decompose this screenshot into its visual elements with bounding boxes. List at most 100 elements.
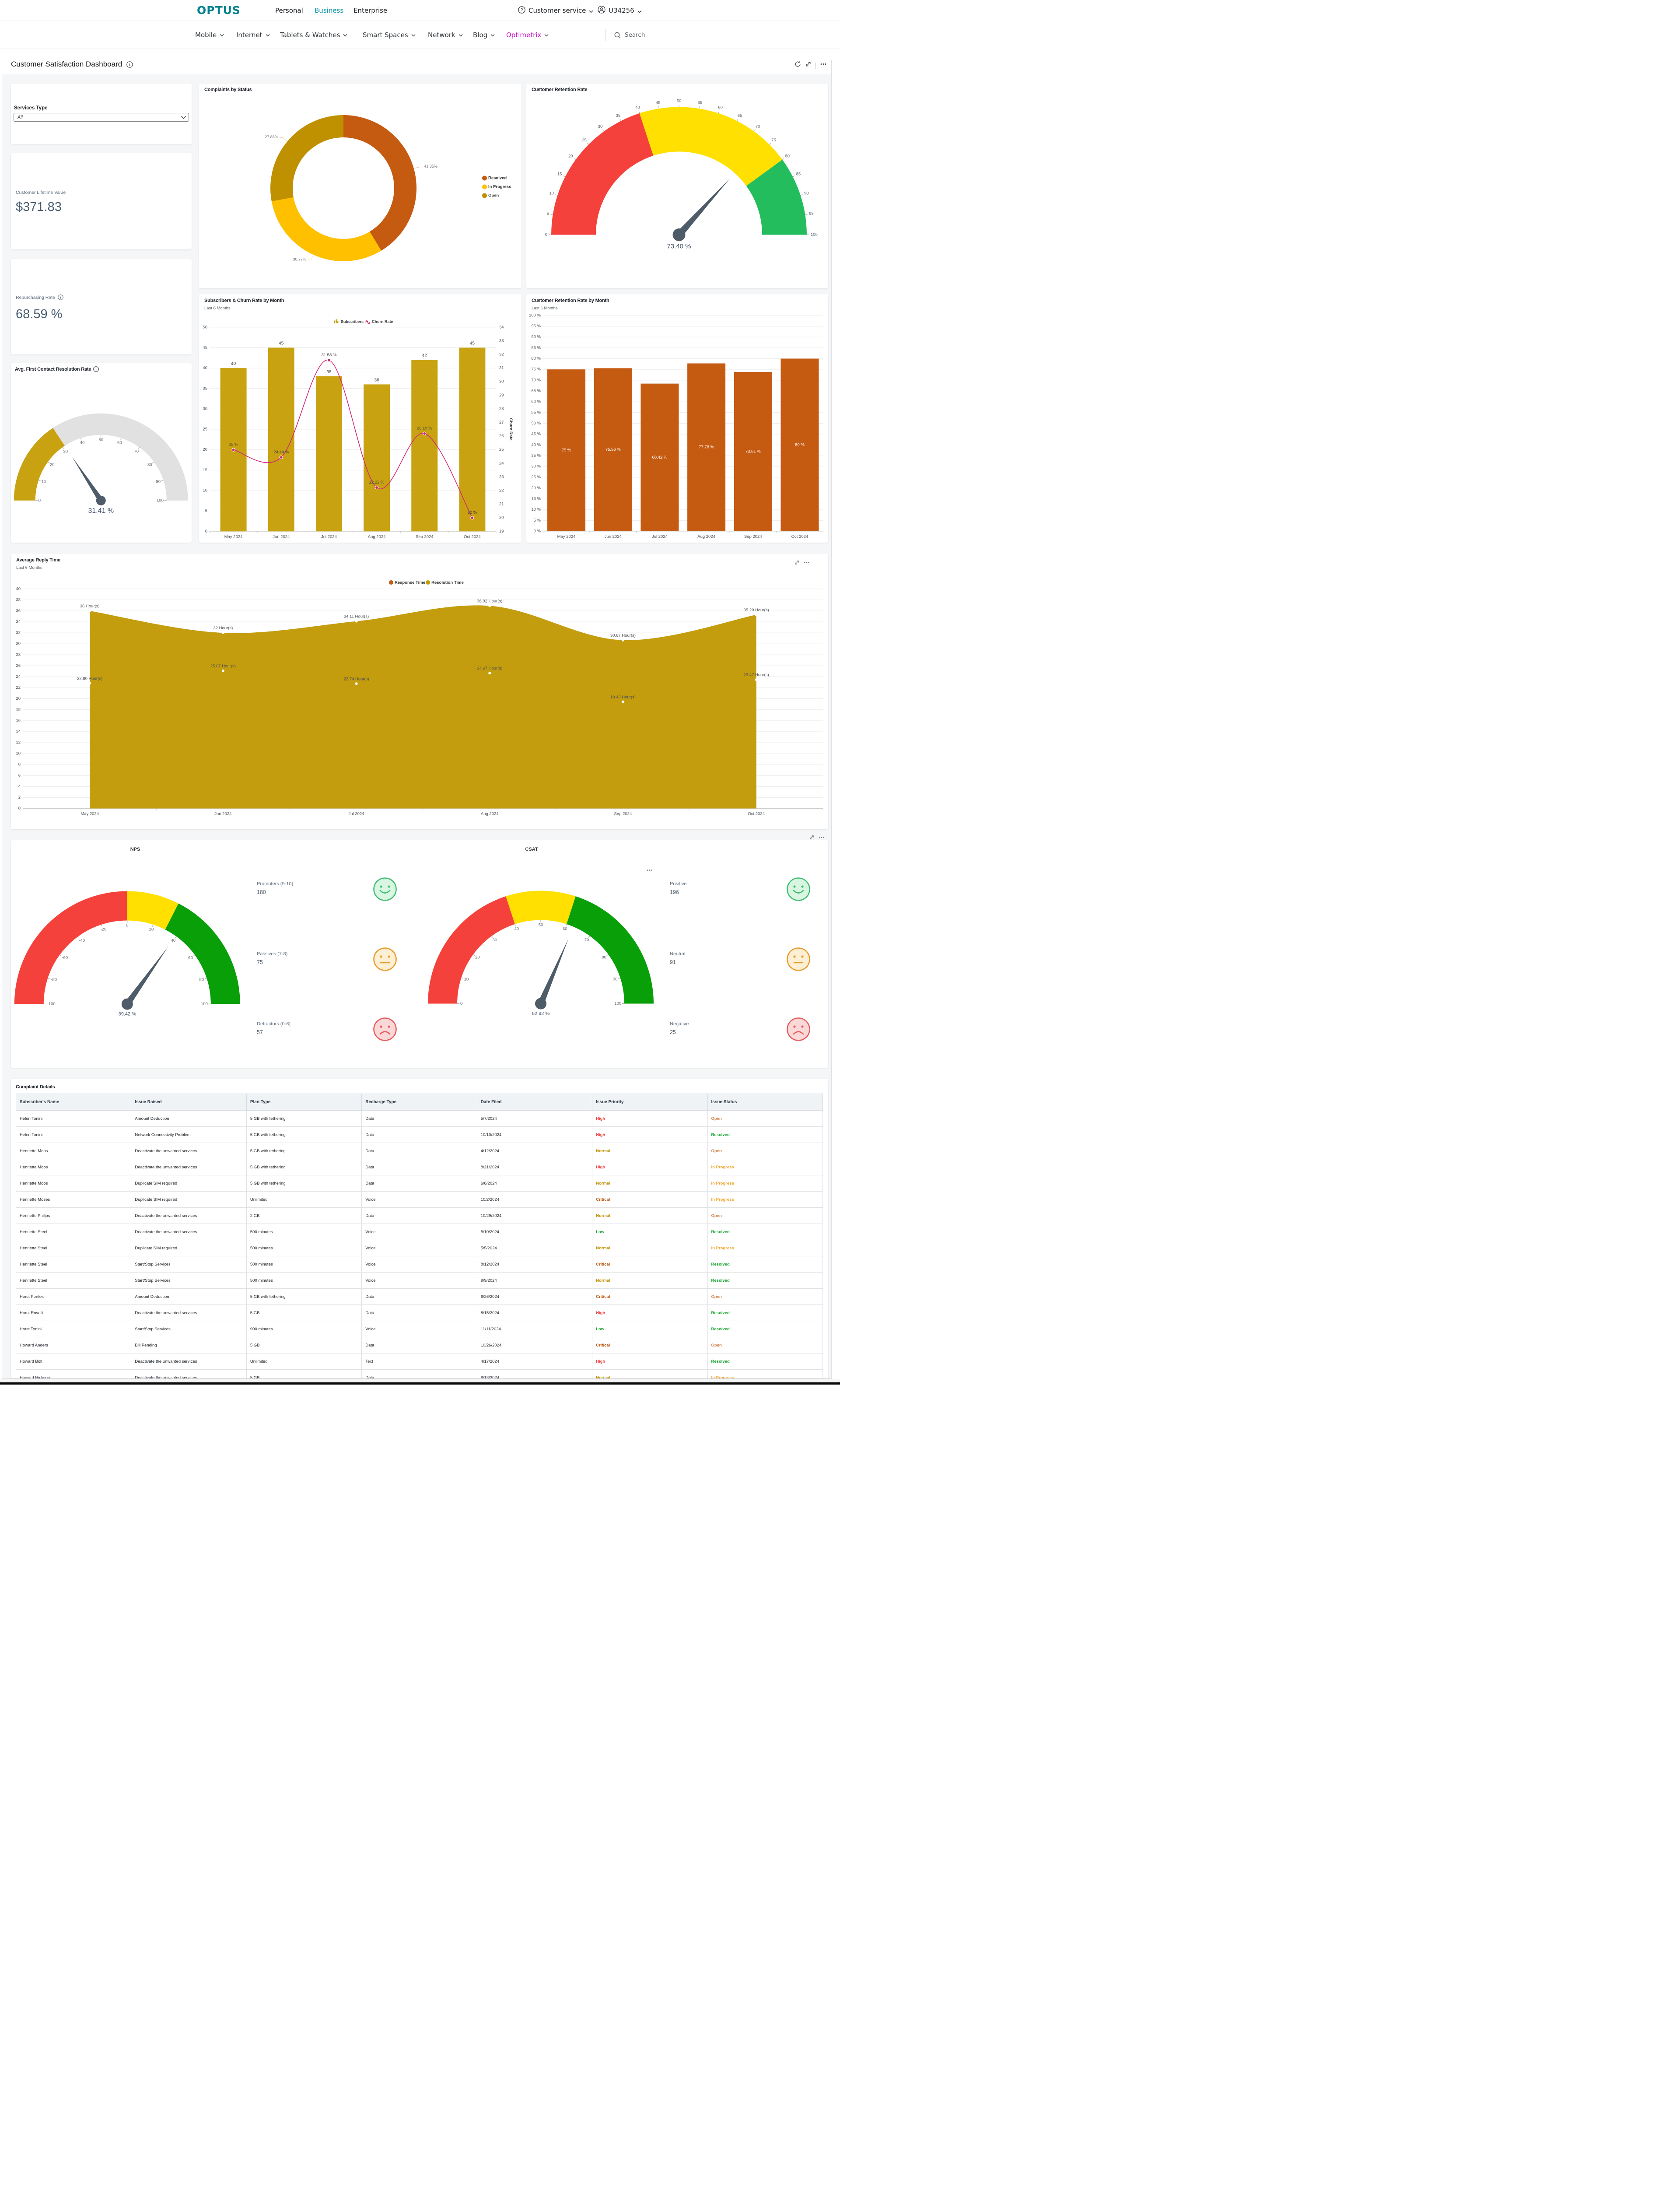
svg-text:90: 90 [156, 480, 161, 484]
svg-text:May 2024: May 2024 [224, 534, 243, 539]
table-cell: 5 GB with tethering [246, 1175, 362, 1192]
table-cell: 8/13/2024 [476, 1369, 593, 1378]
svg-text:45: 45 [470, 341, 475, 346]
table-cell: Normal [592, 1175, 708, 1192]
table-cell: Duplicate SIM required [131, 1240, 247, 1256]
table-row: Horst Tonini Start/Stop Services 900 minut… [15, 1321, 823, 1337]
table-cell: 6/26/2024 [476, 1288, 593, 1305]
svg-text:39.42 %: 39.42 % [119, 1012, 136, 1017]
table-cell: Deactivate the unwanted services [131, 1304, 247, 1321]
average-reply-time-card: Average Reply Time Last 6 Months 0 2 4 6 8 10… [11, 554, 828, 829]
average-reply-time-chart: 0246810121416182022242628303234363840Res… [16, 580, 823, 817]
svg-text:16: 16 [16, 718, 21, 723]
services-type-select[interactable]: All [14, 113, 189, 122]
svg-text:26: 26 [16, 663, 21, 668]
svg-text:Oct 2024: Oct 2024 [748, 812, 765, 817]
svg-text:20: 20 [475, 955, 480, 960]
svg-text:90: 90 [804, 191, 809, 196]
bottom-strip [0, 1379, 840, 1382]
stat-label: Positive [670, 881, 687, 887]
optus-logo[interactable]: OPTUS [197, 4, 241, 17]
clv-card: Customer Lifetime Value $371.83 [11, 153, 192, 249]
svg-text:May 2024: May 2024 [80, 812, 99, 817]
svg-text:Jun 2024: Jun 2024 [605, 534, 622, 539]
repurchasing-card: Repurchasing Rate 68.59 % [11, 259, 192, 354]
svg-text:30 %: 30 % [531, 464, 541, 469]
table-cell: Henriette Steel [15, 1256, 132, 1273]
search-button[interactable]: Search [614, 21, 645, 49]
table-cell: Henriette Philips [15, 1207, 132, 1224]
table-row: Henriette Steel Deactivate the unwanted s… [15, 1224, 823, 1240]
svg-text:Subscribers: Subscribers [341, 319, 364, 324]
nav-item-internet[interactable]: Internet [236, 21, 270, 49]
table-cell: Deactivate the unwanted services [131, 1143, 247, 1159]
user-menu[interactable]: U34256 [598, 0, 642, 21]
svg-text:100 %: 100 % [529, 313, 541, 318]
refresh-icon[interactable] [794, 61, 801, 70]
svg-text:55: 55 [698, 100, 703, 105]
customer-service-menu[interactable]: ? Customer service [518, 0, 593, 21]
more-icon[interactable] [819, 835, 825, 842]
expand-icon[interactable] [805, 61, 812, 70]
nps-csat-gauges: -100 -80 -60 -40 -20 0 20 40 60 80 100 39.42 % 0 10 20… [14, 891, 654, 1017]
dashboard-toolbar [794, 61, 827, 70]
svg-text:In Progress: In Progress [488, 185, 511, 189]
svg-text:80: 80 [200, 978, 204, 982]
info-icon[interactable] [58, 295, 63, 300]
svg-text:40: 40 [16, 586, 21, 591]
happy-face-icon [786, 877, 811, 904]
retention-gauge-card: Customer Retention Rate 0 5 10 15 20 25 30 35 40… [526, 84, 828, 288]
expand-icon[interactable] [794, 560, 800, 568]
nav-item-smart-spaces[interactable]: Smart Spaces [363, 21, 416, 49]
info-icon[interactable] [126, 61, 133, 68]
table-cell: Resolved [707, 1256, 823, 1273]
nav-item-network[interactable]: Network [428, 21, 463, 49]
more-icon[interactable] [820, 61, 827, 70]
table-cell: Voice [361, 1272, 477, 1289]
svg-text:0: 0 [18, 806, 21, 811]
clv-value: $371.83 [16, 200, 62, 214]
nav-link-business[interactable]: Business [315, 7, 344, 14]
column-header: Issue Raised [131, 1094, 247, 1111]
table-cell: 5 GB with tethering [246, 1126, 362, 1143]
page: OPTUS Personal Business Enterprise ? Cus… [0, 0, 840, 1385]
info-icon[interactable] [93, 366, 99, 372]
svg-text:15 %: 15 % [531, 497, 541, 501]
svg-text:95 %: 95 % [531, 324, 541, 329]
customer-service-label: Customer service [528, 7, 586, 14]
stat-value: 75 [257, 959, 263, 965]
sad-face-icon [786, 1017, 811, 1044]
svg-text:25.07 Hour(s): 25.07 Hour(s) [210, 664, 236, 669]
table-cell: Amount Deduction [131, 1110, 247, 1127]
nav-item-tablets-watches[interactable]: Tablets & Watches [280, 21, 347, 49]
table-header: Subscriber's Name Issue Raised Plan Type Re… [15, 1094, 823, 1111]
nav-item-blog[interactable]: Blog [473, 21, 495, 49]
svg-text:30: 30 [16, 642, 21, 646]
svg-text:24.44 %: 24.44 % [273, 450, 289, 455]
chevron-down-icon [220, 34, 224, 37]
more-icon[interactable] [646, 867, 652, 875]
svg-text:10: 10 [464, 977, 469, 982]
more-icon[interactable] [803, 560, 809, 568]
nav-link-enterprise[interactable]: Enterprise [354, 7, 388, 14]
nav-link-personal[interactable]: Personal [275, 7, 303, 14]
table-cell: 8/15/2024 [476, 1304, 593, 1321]
table-cell: 2 GB [246, 1207, 362, 1224]
nav-item-mobile[interactable]: Mobile [195, 21, 224, 49]
svg-text:28: 28 [16, 652, 21, 657]
svg-text:30: 30 [203, 407, 207, 411]
svg-text:31: 31 [499, 366, 504, 371]
table-row: Howard Bolt Deactivate the unwanted servi… [15, 1353, 823, 1370]
nav-item-optimetrix[interactable]: Optimetrix [506, 21, 549, 49]
table-cell: In Progress [707, 1369, 823, 1378]
table-cell: Normal [592, 1272, 708, 1289]
svg-text:32: 32 [499, 352, 504, 357]
table-cell: 500 minutes [246, 1240, 362, 1256]
table-cell: Start/Stop Services [131, 1272, 247, 1289]
svg-text:22.22 %: 22.22 % [369, 480, 385, 485]
table-cell: Normal [592, 1207, 708, 1224]
subscribers-subtitle: Last 6 Months [204, 306, 231, 311]
svg-text:8: 8 [18, 762, 21, 767]
expand-icon[interactable] [809, 835, 815, 842]
svg-text:24: 24 [16, 674, 21, 679]
